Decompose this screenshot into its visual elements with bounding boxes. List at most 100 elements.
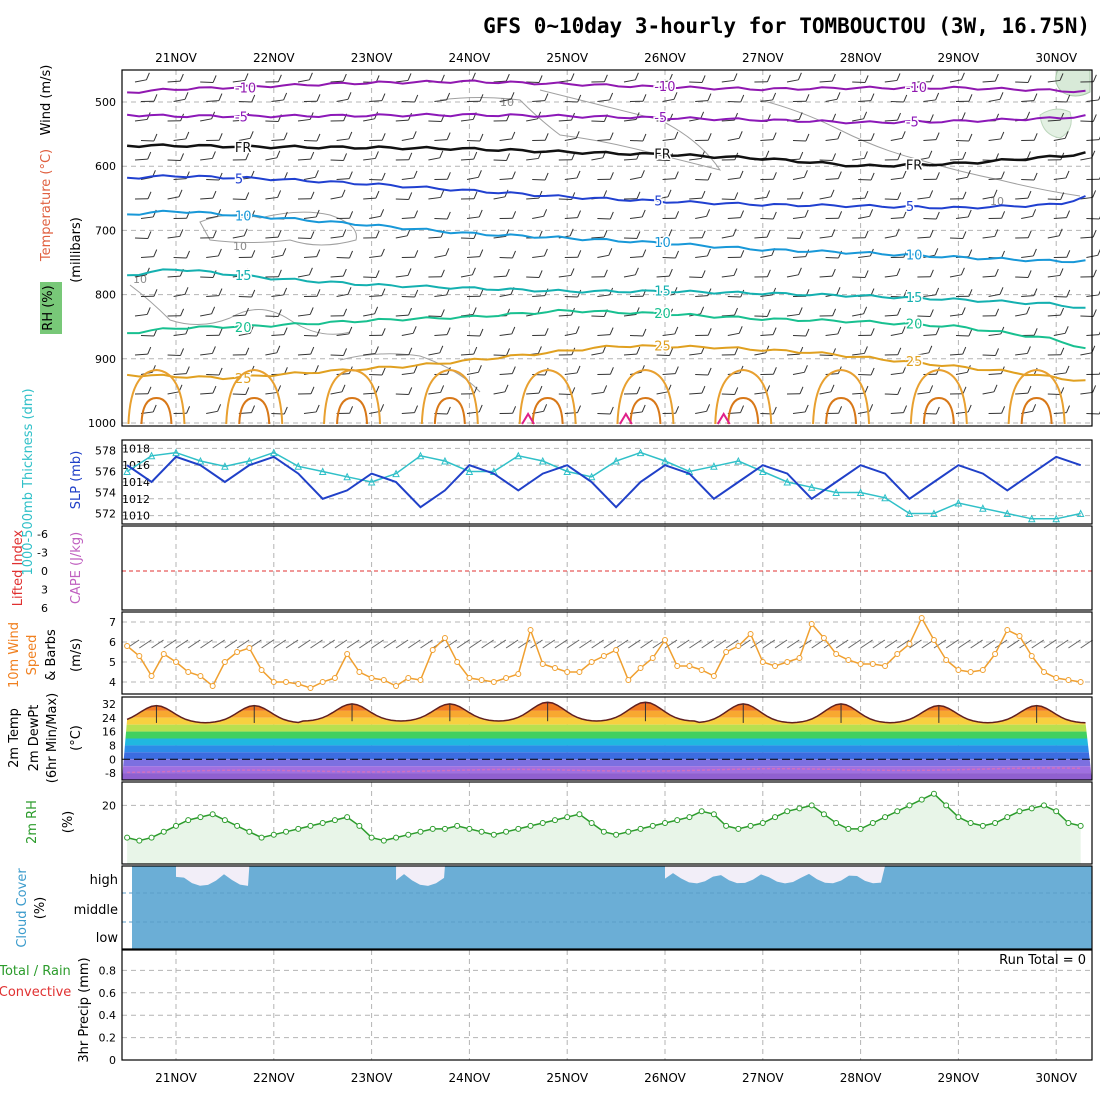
wind-barb xyxy=(1021,215,1033,219)
wind-barb-flag xyxy=(674,131,679,140)
wind-barb xyxy=(623,274,636,278)
wind-barb-flag xyxy=(668,268,673,277)
wind-speed-point xyxy=(380,677,387,683)
wind-speed-point xyxy=(662,637,668,643)
wind-barb-flag xyxy=(1092,74,1097,82)
wind-barb-flag xyxy=(934,248,939,256)
surface-barb xyxy=(444,639,458,649)
wind-barb-flag xyxy=(1092,385,1097,393)
wind-barb-flag xyxy=(1065,170,1070,179)
wind-barb-flag xyxy=(381,133,386,141)
wind-barb-flag xyxy=(863,346,868,354)
thickness-point xyxy=(563,467,572,475)
dewpoint-line xyxy=(127,767,1081,774)
wind-barb-flag xyxy=(473,151,478,160)
wind-barb xyxy=(1015,197,1028,200)
wind-barb-flag xyxy=(831,268,836,277)
wind-barb-flag xyxy=(805,249,810,257)
wind-barb xyxy=(297,158,311,161)
wind-barb-flag xyxy=(314,365,319,373)
wind-speed-point xyxy=(234,649,241,655)
warm-loop xyxy=(518,368,577,425)
wind-speed-point xyxy=(527,627,534,633)
surface-barb xyxy=(750,639,763,649)
wind-barb-flag xyxy=(147,191,152,199)
wind-barb-flag xyxy=(962,151,967,160)
rh-point xyxy=(331,817,338,824)
wind-barb-flag xyxy=(674,171,679,179)
wind-barb xyxy=(727,137,740,141)
wind-barb-flag xyxy=(766,190,771,198)
wind-barb xyxy=(238,137,251,141)
surface-barb xyxy=(285,639,299,649)
wind-barb xyxy=(173,138,186,141)
wind-barb-flag xyxy=(445,248,450,256)
wind-barb xyxy=(656,235,669,239)
wind-barb-flag xyxy=(766,74,771,82)
pressure-tick: 500 xyxy=(95,96,116,109)
wind-barb xyxy=(1080,352,1092,356)
rh-point xyxy=(283,828,290,835)
lifted-index-tick: -3 xyxy=(37,547,48,560)
wind-barb-flag xyxy=(446,92,451,101)
hot-loop xyxy=(1020,396,1053,425)
rh-point xyxy=(417,828,424,835)
surface-barb xyxy=(346,639,360,649)
wind-barb-flag xyxy=(1065,365,1070,374)
wind-barb xyxy=(460,353,474,356)
slp-tick: 1012 xyxy=(122,493,150,506)
temp-ylabel-c: (6hr Min/Max) xyxy=(45,693,60,783)
wind-barb-flag xyxy=(803,365,808,373)
wind-barb-flag xyxy=(212,385,217,394)
date-label-bottom: 22NOV xyxy=(253,1071,295,1085)
wind-barb xyxy=(428,236,442,239)
wind-ylabel-b: Speed xyxy=(25,635,40,676)
surface-barb xyxy=(187,639,201,649)
warm-loop xyxy=(420,368,479,425)
wind-barb xyxy=(1015,392,1028,395)
rh-point xyxy=(857,825,864,832)
surface-barb xyxy=(566,639,580,649)
wind-barb xyxy=(819,235,832,239)
wind-speed-point xyxy=(295,681,302,687)
thickness-point xyxy=(979,504,987,512)
wind-barb-flag xyxy=(734,387,739,395)
rh-point xyxy=(833,820,840,826)
rh-point xyxy=(625,828,632,835)
wind-barb xyxy=(232,314,246,317)
wind-barb-flag xyxy=(381,93,386,101)
surface-barb xyxy=(994,639,1008,649)
isotherm-label: FR xyxy=(235,141,252,156)
wind-barb-flag xyxy=(506,348,510,356)
date-label-bottom: 27NOV xyxy=(742,1071,784,1085)
wind-barb-flag xyxy=(471,267,476,276)
wind-barb-flag xyxy=(831,73,836,82)
wind-barb-flag xyxy=(251,210,256,218)
wind-barb xyxy=(955,371,968,375)
wind-barb-flag xyxy=(896,73,901,81)
surface-barb xyxy=(224,639,238,649)
wind-barb-flag xyxy=(765,150,770,159)
thickness-point xyxy=(636,448,645,457)
wind-barb-flag xyxy=(1066,94,1071,103)
wind-speed-point xyxy=(918,615,925,621)
wind-barb xyxy=(134,79,147,83)
wind-speed-point xyxy=(857,661,864,667)
wind-barb-flag xyxy=(277,309,282,317)
wind-barb xyxy=(1053,372,1067,375)
rh-point xyxy=(967,820,974,826)
wind-barb-flag xyxy=(211,151,216,159)
surface-barb xyxy=(493,639,507,649)
rh-point xyxy=(173,822,179,829)
wind-barb-flag xyxy=(341,189,346,198)
wind-barb-flag xyxy=(308,72,313,81)
wind-speed-point xyxy=(698,667,705,673)
wind-speed-point xyxy=(466,675,473,681)
rh-ylabel: 2m RH xyxy=(25,800,40,844)
wind-barb xyxy=(597,99,610,102)
wind-barb xyxy=(200,352,213,356)
pressure-tick: 700 xyxy=(95,224,116,237)
wind-barb xyxy=(532,255,545,258)
cape-ylabel-cape: CAPE (J/kg) xyxy=(69,532,84,604)
thickness-point xyxy=(294,462,303,470)
